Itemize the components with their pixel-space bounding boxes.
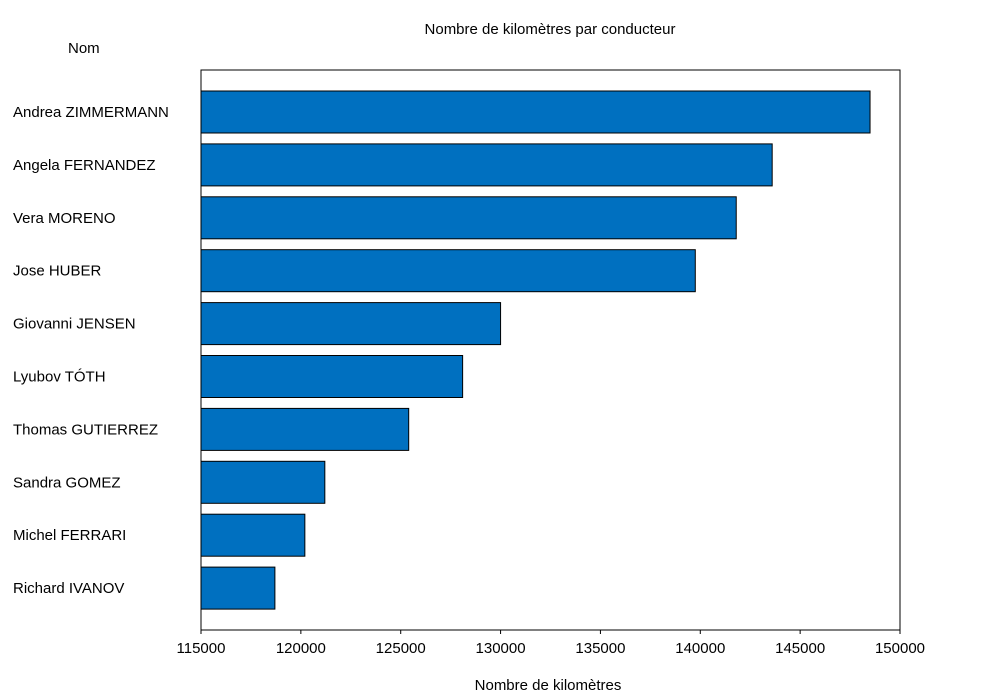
category-labels-group: Andrea ZIMMERMANN Angela FERNANDEZ Vera MO… (13, 104, 169, 597)
y-axis-title: Nom (68, 40, 100, 57)
bar (200, 90, 871, 134)
x-tick-label: 135000 (575, 640, 625, 657)
category-label: Andrea ZIMMERMANN (13, 104, 169, 121)
category-label: Lyubov TÓTH (13, 369, 106, 386)
category-label: Vera MORENO (13, 210, 116, 227)
category-label: Sandra GOMEZ (13, 474, 121, 491)
x-tick-label: 125000 (376, 640, 426, 657)
category-label: Michel FERRARI (13, 527, 126, 544)
bar (200, 407, 410, 451)
bar (200, 460, 326, 504)
x-tick-label: 130000 (476, 640, 526, 657)
plot-frame (200, 69, 901, 631)
x-tick-label: 120000 (276, 640, 326, 657)
category-label: Thomas GUTIERREZ (13, 421, 158, 438)
bar (200, 566, 276, 610)
bar (200, 355, 464, 398)
x-axis-title: Nombre de kilomètres (475, 677, 622, 694)
x-tick-label: 140000 (675, 640, 725, 657)
bar (200, 513, 306, 557)
x-ticks-group: 115000 120000 125000 130000 135000 140000 1450… (177, 630, 925, 657)
bar (200, 249, 696, 293)
chart-title: Nombre de kilomètres par conducteur (425, 21, 676, 38)
bars-group (200, 90, 871, 610)
bar (200, 196, 737, 240)
x-tick-label: 115000 (177, 640, 226, 657)
category-label: Angela FERNANDEZ (13, 157, 156, 174)
category-label: Jose HUBER (13, 263, 102, 280)
bar (200, 143, 773, 187)
x-tick-label: 145000 (775, 640, 825, 657)
category-label: Giovanni JENSEN (13, 316, 136, 333)
x-tick-label: 150000 (875, 640, 925, 657)
category-label: Richard IVANOV (13, 580, 124, 597)
bar (200, 302, 502, 346)
